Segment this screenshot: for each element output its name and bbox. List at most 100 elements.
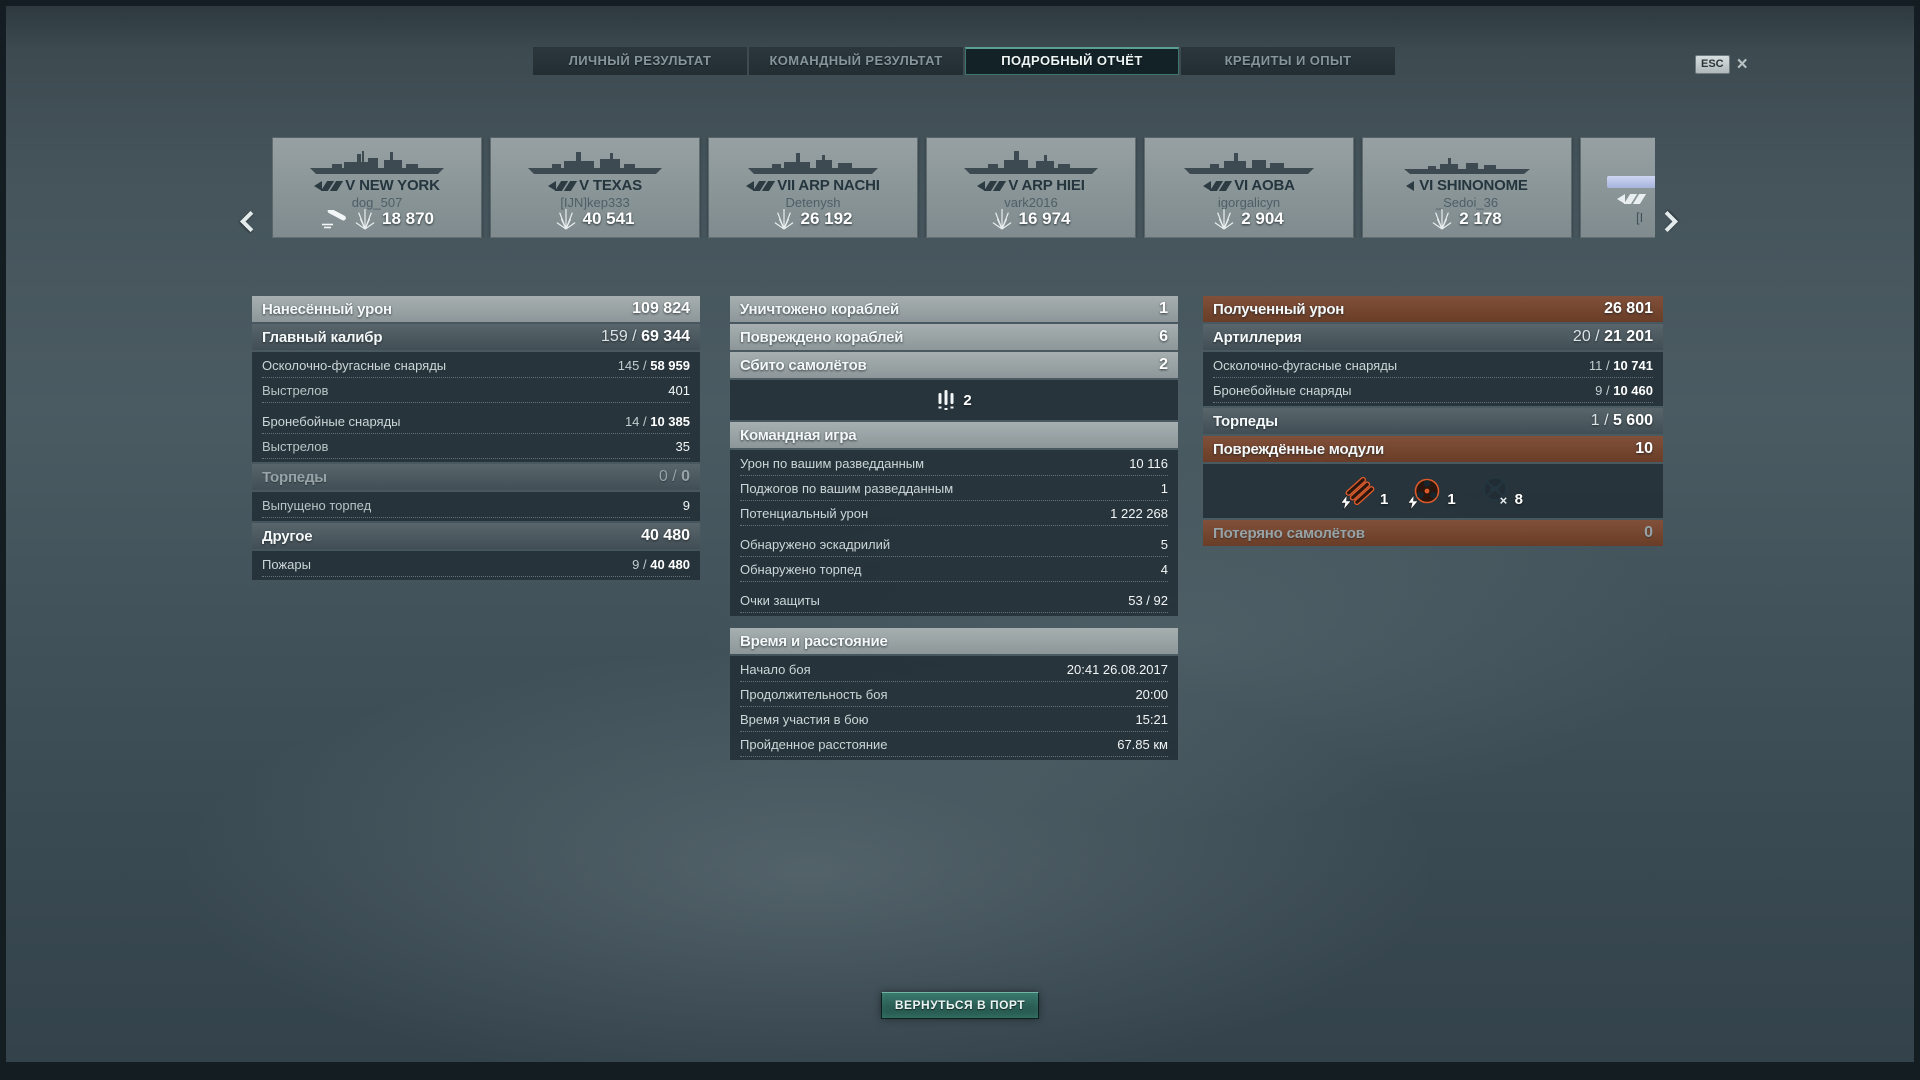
shot-down-planes-count: 2 bbox=[963, 391, 972, 409]
damaged-modules-strip: 1 1 × 8 bbox=[1203, 464, 1663, 518]
team-play-rows: Урон по вашим разведданным 10 116 Поджог… bbox=[730, 450, 1178, 616]
damage-burst-icon bbox=[774, 209, 793, 230]
ap-shots-value: 35 bbox=[675, 438, 690, 454]
torpedoes-spotted-row: Обнаружено торпед 4 bbox=[740, 557, 1168, 582]
spotting-damage-value: 10 116 bbox=[1129, 455, 1168, 471]
damage-dealt-value: 2 904 bbox=[1241, 209, 1284, 228]
damage-dealt-value: 40 541 bbox=[582, 209, 635, 228]
torpedo-damage-received: 5 600 bbox=[1612, 412, 1653, 429]
ship-card-partial[interactable]: [I bbox=[1580, 137, 1655, 238]
defense-points-label: Очки защиты bbox=[740, 592, 820, 608]
fires-count: 9 / bbox=[632, 556, 651, 572]
spotting-fires-row: Поджогов по вашим разведданным 1 bbox=[740, 476, 1168, 501]
battle-duration-value: 20:00 bbox=[1135, 686, 1168, 702]
destroyed-ship-marker-icon bbox=[314, 180, 344, 191]
tab-personal-result[interactable]: ЛИЧНЫЙ РЕЗУЛЬТАТ bbox=[533, 47, 747, 75]
ship-name: VI SHINONOME bbox=[1419, 177, 1528, 194]
damage-dealt-total: 109 824 bbox=[632, 300, 690, 317]
torpedoes-spotted-value: 4 bbox=[1160, 561, 1168, 577]
torpedo-tubes-damaged-count: 1 bbox=[1379, 491, 1389, 508]
battle-duration-label: Продолжительность боя bbox=[740, 686, 888, 702]
planes-lost-header: Потеряно самолётов 0 bbox=[1203, 520, 1663, 546]
torpedo-tubes-module: 1 bbox=[1340, 474, 1389, 510]
main-battery-damage: 69 344 bbox=[641, 328, 690, 345]
results-tab-bar: ЛИЧНЫЙ РЕЗУЛЬТАТ КОМАНДНЫЙ РЕЗУЛЬТАТ ПОД… bbox=[533, 47, 1395, 75]
damage-dealt-value: 18 870 bbox=[382, 209, 434, 228]
incapacitated-bolt-icon bbox=[1408, 495, 1419, 510]
torpedo-hits-received: 1 / bbox=[1590, 412, 1613, 429]
fires-damage: 40 480 bbox=[650, 556, 690, 572]
battle-duration-row: Продолжительность боя 20:00 bbox=[740, 682, 1168, 707]
ship-name: VII ARP NACHI bbox=[777, 177, 880, 194]
battle-summary-panel: Уничтожено кораблей 1 Повреждено корабле… bbox=[730, 296, 1178, 762]
other-damage-header: Другое 40 480 bbox=[252, 523, 700, 549]
squadrons-spotted-value: 5 bbox=[1160, 536, 1168, 552]
tab-team-result[interactable]: КОМАНДНЫЙ РЕЗУЛЬТАТ bbox=[749, 47, 963, 75]
time-distance-title: Время и расстояние bbox=[740, 632, 888, 650]
main-battery-hits: 159 / bbox=[601, 328, 642, 345]
damaged-modules-total: 10 bbox=[1635, 440, 1653, 457]
he-damage: 58 959 bbox=[650, 357, 690, 373]
time-distance-rows: Начало боя 20:41 26.08.2017 Продолжитель… bbox=[730, 656, 1178, 760]
destroyer-silhouette-icon bbox=[1404, 158, 1530, 174]
torpedoes-received-label: Торпеды bbox=[1213, 412, 1278, 430]
other-damage-label: Другое bbox=[262, 527, 313, 545]
engine-module: 1 bbox=[1408, 474, 1456, 510]
damage-received-title: Полученный урон bbox=[1213, 300, 1345, 318]
ship-card[interactable]: VII ARP NACHI Detenysh 26 192 bbox=[708, 137, 918, 238]
distance-value: 67.85 км bbox=[1117, 736, 1168, 752]
incapacitated-bolt-icon bbox=[1340, 495, 1351, 510]
ship-card[interactable]: V NEW YORK dog_507 18 870 bbox=[272, 137, 482, 238]
battleship-silhouette-icon bbox=[528, 152, 662, 174]
torpedo-rows: Выпущено торпед 9 bbox=[252, 492, 700, 521]
damage-burst-icon bbox=[992, 209, 1011, 230]
cruiser-silhouette-icon bbox=[748, 153, 878, 174]
he-hits: 145 / bbox=[617, 357, 651, 373]
engine-icon bbox=[1415, 478, 1440, 504]
torpedoes-header: Торпеды 0 / 0 bbox=[252, 464, 700, 490]
artillery-received-rows: Осколочно-фугасные снаряды 11 / 10 741 Б… bbox=[1203, 352, 1663, 406]
ap-damage: 10 385 bbox=[650, 413, 690, 429]
damage-burst-icon bbox=[355, 209, 375, 230]
player-name: igorgalicyn bbox=[1217, 195, 1281, 210]
he-shells-row: Осколочно-фугасные снаряды 145 / 58 959 bbox=[262, 353, 690, 378]
battleship-silhouette-icon bbox=[964, 151, 1098, 174]
torpedoes-received-header: Торпеды 1 / 5 600 bbox=[1203, 408, 1663, 434]
ships-destroyed-label: Уничтожено кораблей bbox=[740, 300, 899, 318]
other-damage-value: 40 480 bbox=[641, 527, 690, 544]
damage-burst-icon bbox=[1432, 209, 1452, 230]
return-to-port-button[interactable]: ВЕРНУТЬСЯ В ПОРТ bbox=[881, 992, 1039, 1019]
damage-burst-icon bbox=[1214, 209, 1234, 230]
team-play-header: Командная игра bbox=[730, 422, 1178, 448]
artillery-damage-received: 21 201 bbox=[1604, 328, 1653, 345]
close-icon[interactable]: × bbox=[1736, 53, 1748, 75]
aa-guns-damaged-count: 8 bbox=[1514, 491, 1524, 508]
aa-guns-module: × 8 bbox=[1478, 474, 1523, 508]
ship-card[interactable]: V TEXAS [IJN]kep333 40 541 bbox=[490, 137, 700, 238]
he-shots-value: 401 bbox=[668, 382, 690, 398]
planes-shot-down-value: 2 bbox=[1159, 356, 1168, 373]
fires-row: Пожары 9 / 40 480 bbox=[262, 552, 690, 577]
ship-name: V NEW YORK bbox=[345, 177, 440, 194]
destroyed-ship-marker-icon bbox=[977, 180, 1007, 191]
times-icon: × bbox=[1499, 493, 1508, 508]
potential-damage-label: Потенциальный урон bbox=[740, 505, 869, 521]
ships-damaged-label: Повреждено кораблей bbox=[740, 328, 904, 346]
tab-credits-xp[interactable]: КРЕДИТЫ И ОПЫТ bbox=[1181, 47, 1395, 75]
damaged-modules-header: Повреждённые модули 10 bbox=[1203, 436, 1663, 462]
he-received-label: Осколочно-фугасные снаряды bbox=[1213, 357, 1398, 373]
ship-card[interactable]: V ARP HIEI vark2016 16 974 bbox=[926, 137, 1136, 238]
torps-fired-label: Выпущено торпед bbox=[262, 497, 372, 513]
main-battery-label: Главный калибр bbox=[262, 328, 383, 346]
squadrons-spotted-row: Обнаружено эскадрилий 5 bbox=[740, 532, 1168, 557]
ship-card[interactable]: VI AOBA igorgalicyn 2 904 bbox=[1144, 137, 1354, 238]
torpedo-tubes-icon bbox=[1345, 476, 1375, 506]
tab-detailed-report[interactable]: ПОДРОБНЫЙ ОТЧЁТ bbox=[965, 47, 1179, 75]
fires-label: Пожары bbox=[262, 556, 311, 572]
player-name: Detenysh bbox=[785, 195, 841, 210]
damage-dealt-value: 2 178 bbox=[1459, 209, 1502, 228]
damage-dealt-header: Нанесённый урон 109 824 bbox=[252, 296, 700, 322]
ship-card[interactable]: VI SHINONOME _Sedoi_36 2 178 bbox=[1362, 137, 1572, 238]
damage-dealt-value: 16 974 bbox=[1018, 209, 1071, 228]
other-damage-rows: Пожары 9 / 40 480 bbox=[252, 551, 700, 580]
